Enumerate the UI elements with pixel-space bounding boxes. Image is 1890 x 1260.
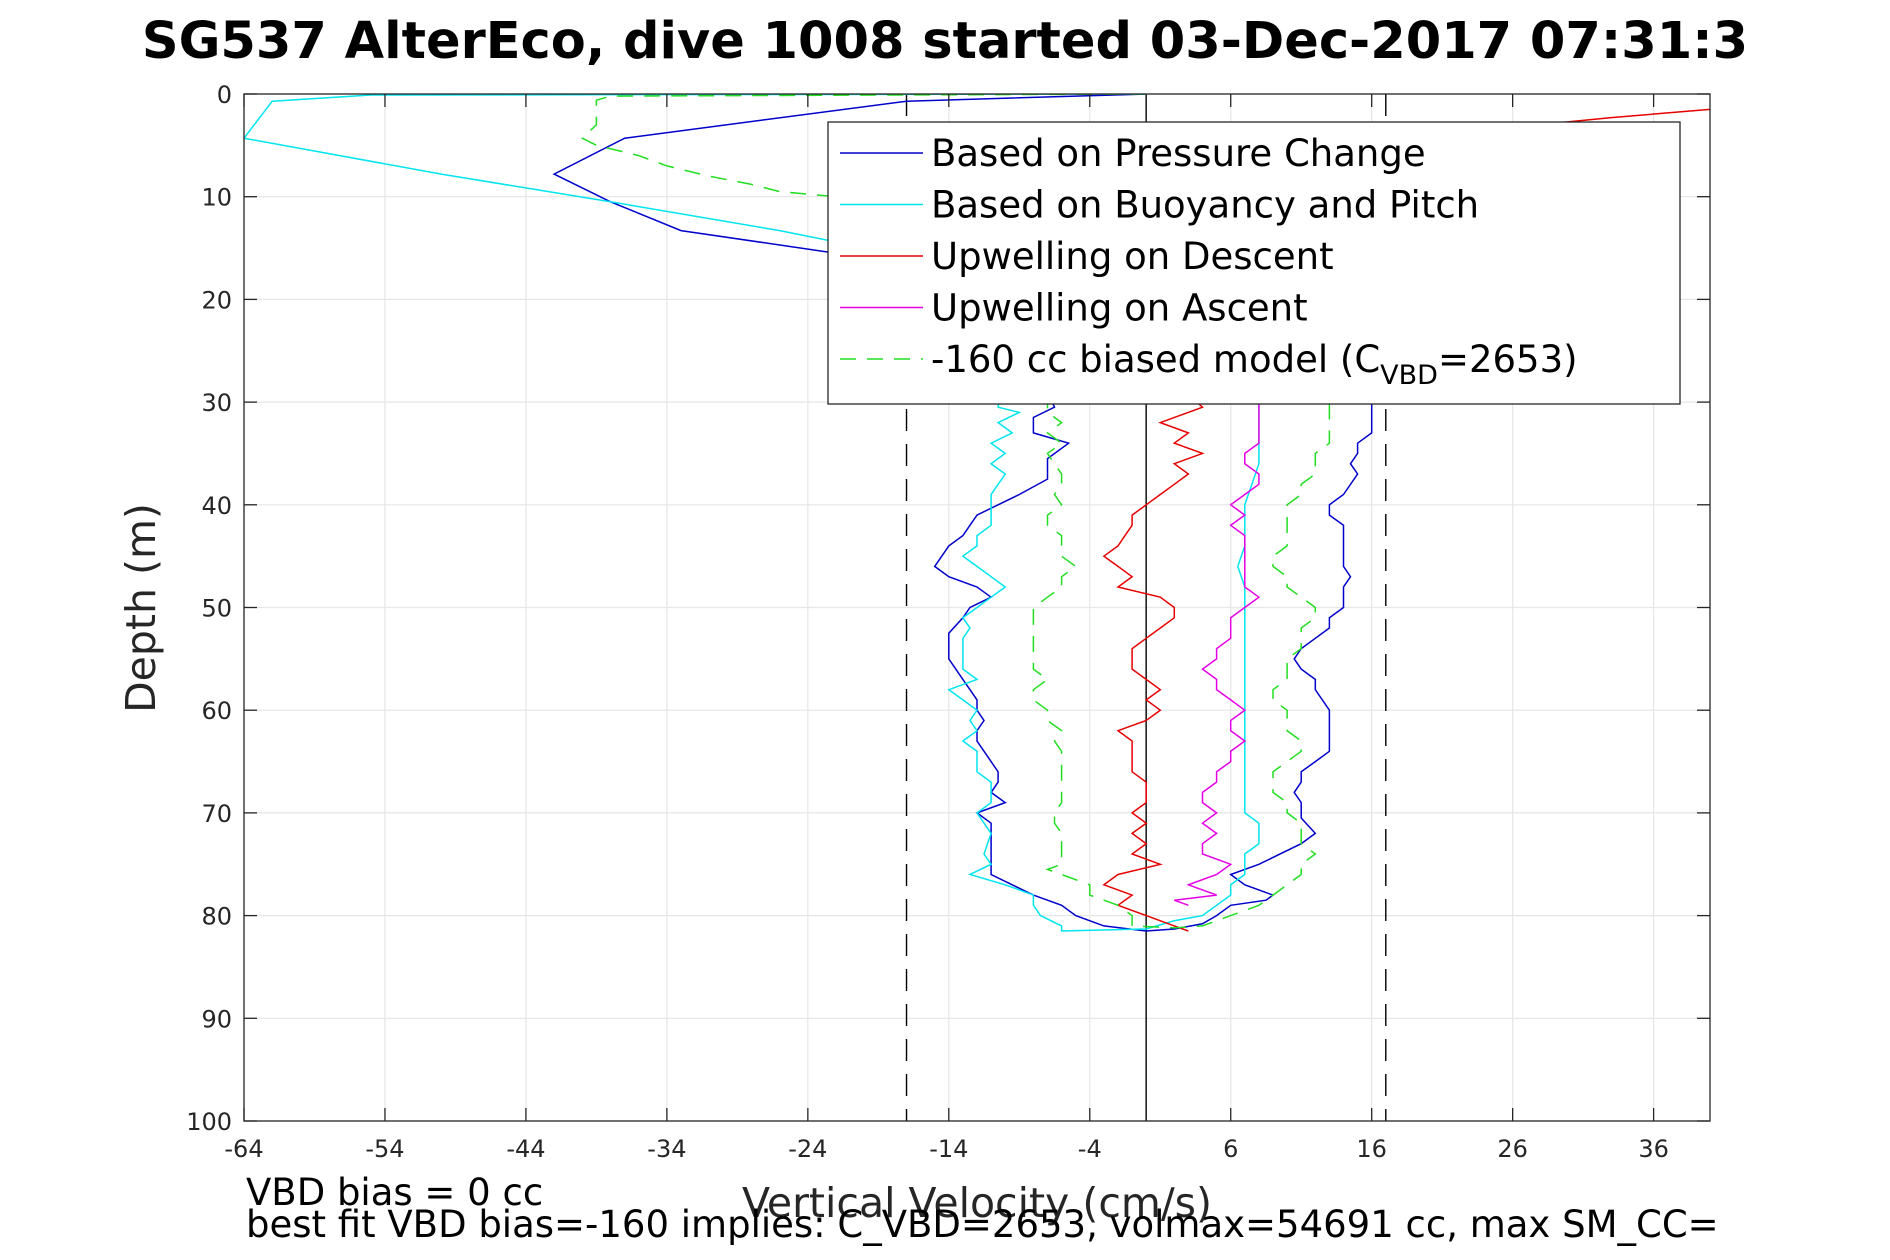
x-tick-label: 26 <box>1497 1135 1528 1163</box>
legend-entry-label: Upwelling on Ascent <box>931 287 1308 330</box>
series-line-4 <box>1174 402 1261 907</box>
legend-box <box>827 121 1681 405</box>
series-group <box>244 94 1710 932</box>
y-tick-label: 100 <box>186 1108 232 1136</box>
legend-entry-label: -160 cc biased model (CVBD=2653) <box>931 338 1578 391</box>
y-tick-label: 50 <box>201 595 232 623</box>
x-tick-label: 6 <box>1223 1135 1238 1163</box>
y-tick-label: 60 <box>201 697 232 725</box>
x-tick-label: 36 <box>1638 1135 1669 1163</box>
legend-text-tail: =2653) <box>1438 338 1578 381</box>
series-line-5 <box>581 94 1331 929</box>
x-tick-label: -14 <box>929 1135 968 1163</box>
legend: Based on Pressure Change Based on Buoyanc… <box>827 121 1681 405</box>
legend-entry-label: Upwelling on Descent <box>931 235 1334 278</box>
legend-text-main: -160 cc biased model (C <box>931 338 1380 381</box>
x-tick-label: -64 <box>224 1135 263 1163</box>
x-tick-label: -24 <box>788 1135 827 1163</box>
y-tick-label: 30 <box>201 389 232 417</box>
series-line-1 <box>552 94 1373 932</box>
y-tick-label: 40 <box>201 492 232 520</box>
x-tick-label: 16 <box>1356 1135 1387 1163</box>
axis-ticks: -64 -54 -44 -34 -24 -14 -4 6 16 26 36 0 10 20 30 40 50 60… <box>186 81 1710 1163</box>
x-tick-label: -44 <box>506 1135 545 1163</box>
x-axis-label: Vertical Velocity (cm/s) <box>742 1179 1212 1227</box>
y-tick-label: 10 <box>201 184 232 212</box>
legend-entry-label: Based on Pressure Change <box>931 132 1426 175</box>
y-tick-label: 80 <box>201 903 232 931</box>
y-axis-label: Depth (m) <box>117 503 165 713</box>
legend-entry-label: Based on Buoyancy and Pitch <box>931 184 1479 227</box>
y-tick-label: 70 <box>201 800 232 828</box>
series-line-2 <box>244 94 1260 932</box>
y-tick-label: 20 <box>201 286 232 314</box>
x-tick-label: -34 <box>647 1135 686 1163</box>
y-tick-label: 90 <box>201 1005 232 1033</box>
x-tick-label: -4 <box>1078 1135 1102 1163</box>
vbd-bias-note: VBD bias = 0 cc <box>246 1171 543 1214</box>
legend-text-subscript: VBD <box>1380 360 1438 391</box>
chart-title: SG537 AlterEco, dive 1008 started 03-Dec… <box>142 12 1748 71</box>
y-tick-label: 0 <box>217 81 232 109</box>
best-fit-note: best fit VBD bias=-160 implies: C_VBD=26… <box>246 1203 1719 1246</box>
x-tick-label: -54 <box>365 1135 404 1163</box>
